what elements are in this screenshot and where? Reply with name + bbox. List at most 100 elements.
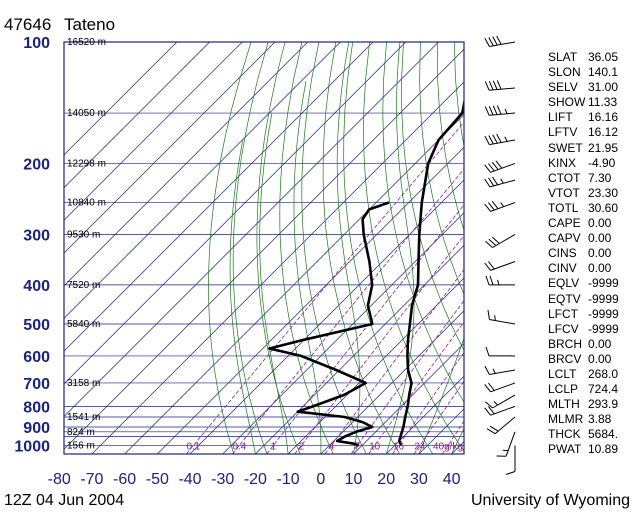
isotherm-line <box>64 42 210 189</box>
stat-row: SWET 21.95 <box>548 141 638 156</box>
wind-barb-flag <box>491 236 500 244</box>
height-label: 7520 m <box>67 280 100 291</box>
isotherm-line <box>64 42 439 417</box>
wind-barb-flag <box>484 37 490 47</box>
stat-label: LCLT <box>548 366 577 381</box>
stat-label: BRCH <box>548 336 583 351</box>
temperature-tick-label: -80 <box>48 471 71 488</box>
wind-barb <box>484 261 516 271</box>
stat-value: 0.00 <box>588 261 612 276</box>
wind-barb-flag <box>489 425 499 432</box>
wind-barb-staff <box>490 202 516 212</box>
wind-barb-staff <box>492 234 516 248</box>
stat-value: 0.00 <box>588 216 612 231</box>
wind-barb-flag <box>496 133 502 143</box>
sounding-indices-table: SLAT 36.05 SLON 140.1 SELV 31.00 SHOW 11.33 LIFT… <box>548 50 638 458</box>
wind-barb-flag <box>491 176 499 186</box>
height-label: 156 m <box>67 440 95 451</box>
stat-label: SLON <box>548 65 581 80</box>
mixing-ratio-label: 7 <box>355 441 361 452</box>
stat-row: LIFT 16.16 <box>548 110 638 125</box>
wind-barb-staff <box>489 41 516 47</box>
wind-barb-flag <box>488 37 494 47</box>
height-label: 10840 m <box>67 198 106 209</box>
temperature-axis: -80 -70 -60 -50 -40 -30 -20 -10 0 10 20 30 40 <box>48 471 461 488</box>
stat-value: 0.00 <box>588 351 612 366</box>
wind-barb-staff <box>489 112 516 116</box>
wind-barb-flag <box>492 105 498 115</box>
dry-adiabat-line <box>301 42 367 454</box>
stat-value: -9999 <box>588 321 619 336</box>
wind-barb <box>484 382 516 393</box>
mixing-ratio-label: 0.4 <box>232 441 246 452</box>
wind-barb-half-flag <box>494 315 496 321</box>
mixing-ratio-label: 24 <box>414 441 426 452</box>
isotherm-line <box>64 42 276 254</box>
dry-adiabat-line <box>322 42 401 454</box>
isotherm-line <box>320 310 464 454</box>
isotherm-line <box>353 343 464 454</box>
height-label: 14050 m <box>67 108 106 119</box>
wind-barb-flag <box>488 382 495 391</box>
stat-value: -9999 <box>588 291 619 306</box>
wind-barb-flag <box>485 346 490 357</box>
moist-adiabat-line <box>418 337 464 454</box>
isotherm-line <box>287 277 464 454</box>
height-label: 1541 m <box>67 412 100 423</box>
stat-value: 724.4 <box>588 382 619 397</box>
stat-row: PWAT 10.89 <box>548 442 638 457</box>
temperature-tick-label: 40 <box>443 471 461 488</box>
wind-barb-staff <box>489 319 516 325</box>
stat-value: 3.88 <box>588 412 612 427</box>
wind-barb <box>487 310 516 325</box>
stat-row: CAPE 0.00 <box>548 216 638 231</box>
temperature-tick-label: 30 <box>410 471 428 488</box>
isotherm-line <box>222 212 464 454</box>
pressure-tick-label: 200 <box>23 156 50 173</box>
wind-barb-flag <box>488 163 495 172</box>
wind-barb <box>485 234 516 248</box>
moist-adiabat-line <box>259 112 289 454</box>
height-label: 5840 m <box>67 319 100 330</box>
wind-barb-flag <box>488 261 495 270</box>
stat-value: 0.00 <box>588 246 612 261</box>
stat-label: LCLP <box>548 382 579 397</box>
dry-adiabat-line <box>363 42 464 452</box>
stat-row: KINX -4.90 <box>548 156 638 171</box>
wind-barb-flag <box>488 106 494 116</box>
stat-value: 0.00 <box>588 336 612 351</box>
height-labels: 16520 m 14050 m 12298 m 10840 m 9530 m 7520 m… <box>67 37 106 451</box>
dry-adiabat-line <box>436 42 464 232</box>
stat-value: 36.05 <box>588 50 619 64</box>
stat-label: CTOT <box>548 170 581 185</box>
stat-label: EQTV <box>548 291 581 306</box>
wind-barb-half-flag <box>504 108 508 114</box>
wind-barb <box>496 431 516 457</box>
dry-adiabat-line <box>382 42 464 403</box>
wind-barb-flag <box>484 384 491 393</box>
stat-label: VTOT <box>548 185 580 200</box>
isotherm-line <box>255 244 464 454</box>
wind-barb-flag <box>488 202 495 211</box>
wind-barb-flag <box>484 164 491 173</box>
pressure-tick-label: 400 <box>23 278 50 295</box>
stat-label: MLMR <box>548 412 584 427</box>
temperature-tick-label: 10 <box>345 471 363 488</box>
stat-row: SLON 140.1 <box>548 65 638 80</box>
stat-label: KINX <box>548 155 577 170</box>
mixing-ratio-line <box>232 168 464 454</box>
isotherm-line <box>157 146 464 454</box>
pressure-tick-label: 800 <box>23 399 50 416</box>
stat-value: -4.90 <box>588 155 616 170</box>
stat-row: MLMR 3.88 <box>548 412 638 427</box>
stat-row: TOTL 30.60 <box>548 201 638 216</box>
stat-label: MLTH <box>548 397 580 412</box>
plot-frame <box>63 41 465 455</box>
height-label: 12298 m <box>67 158 106 169</box>
isotherm-line <box>64 42 308 287</box>
stat-value: 293.9 <box>588 397 619 412</box>
stat-row: SLAT 36.05 <box>548 50 638 65</box>
wind-barb <box>484 80 516 91</box>
wind-barb-half-flag <box>497 279 500 286</box>
wind-barb-half-flag <box>493 401 499 406</box>
